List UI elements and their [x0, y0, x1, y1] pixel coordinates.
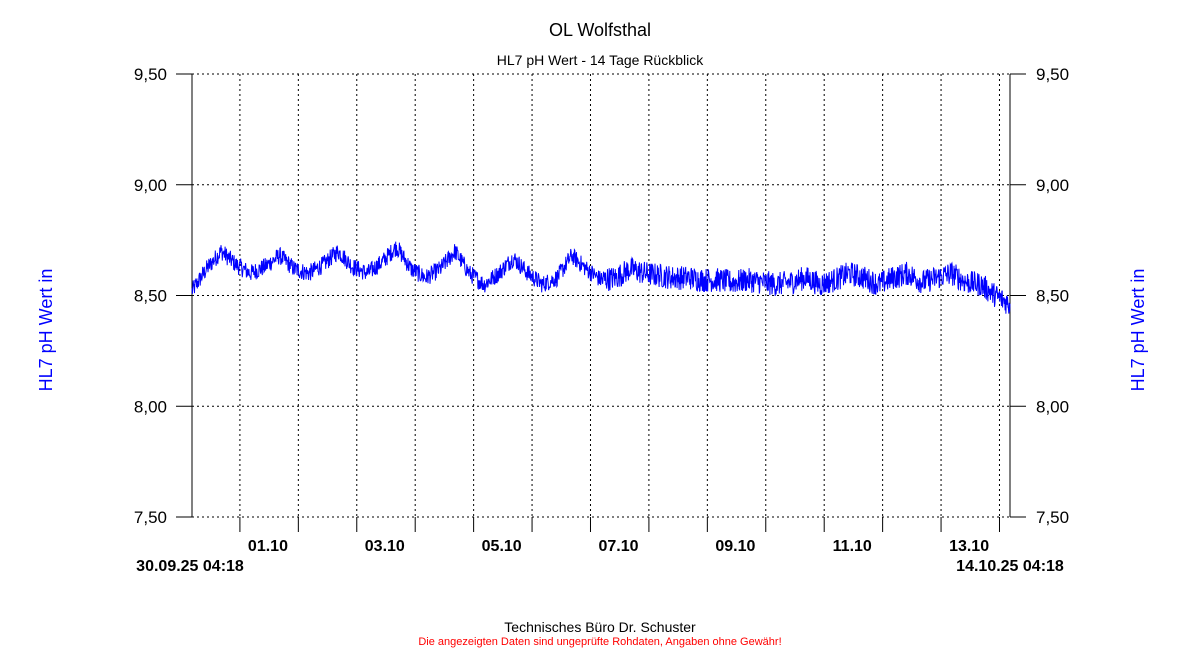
y-tick-label-right: 8,50	[1036, 287, 1069, 306]
footer-company: Technisches Büro Dr. Schuster	[504, 619, 696, 635]
y-tick-label-left: 9,00	[134, 176, 167, 195]
series-line	[191, 241, 1011, 314]
x-tick-label: 01.10	[248, 538, 288, 555]
x-tick-label: 07.10	[599, 538, 639, 555]
y-tick-label-left: 7,50	[134, 508, 167, 527]
x-tick-label: 09.10	[715, 538, 755, 555]
chart-subtitle: HL7 pH Wert - 14 Tage Rückblick	[497, 52, 704, 68]
ticks: 7,50 7,50 8,00 8,00 8,50 8,50 9,00 9,00 9,50 9,50…	[134, 65, 1069, 555]
series	[191, 241, 1011, 314]
y-tick-label-left: 9,50	[134, 65, 167, 84]
x-tick-label: 11.10	[833, 538, 872, 555]
y-axis-label-right: HL7 pH Wert in	[1128, 269, 1148, 392]
y-tick-label-right: 9,00	[1036, 176, 1069, 195]
y-axis-label-left: HL7 pH Wert in	[36, 269, 56, 392]
x-tick-label: 05.10	[482, 538, 522, 555]
y-tick-label-left: 8,00	[134, 397, 167, 416]
x-tick-label: 03.10	[365, 538, 405, 555]
y-tick-label-left: 8,50	[134, 287, 167, 306]
x-tick-label: 13.10	[949, 538, 989, 555]
grid	[192, 73, 1010, 518]
y-tick-label-right: 7,50	[1036, 508, 1069, 527]
y-tick-label-right: 9,50	[1036, 65, 1069, 84]
y-tick-label-right: 8,00	[1036, 397, 1069, 416]
x-start-label: 30.09.25 04:18	[136, 558, 244, 575]
footer-disclaimer: Die angezeigten Daten sind ungeprüfte Ro…	[418, 636, 781, 648]
x-end-label: 14.10.25 04:18	[956, 558, 1064, 575]
chart-title: OL Wolfsthal	[549, 20, 651, 40]
